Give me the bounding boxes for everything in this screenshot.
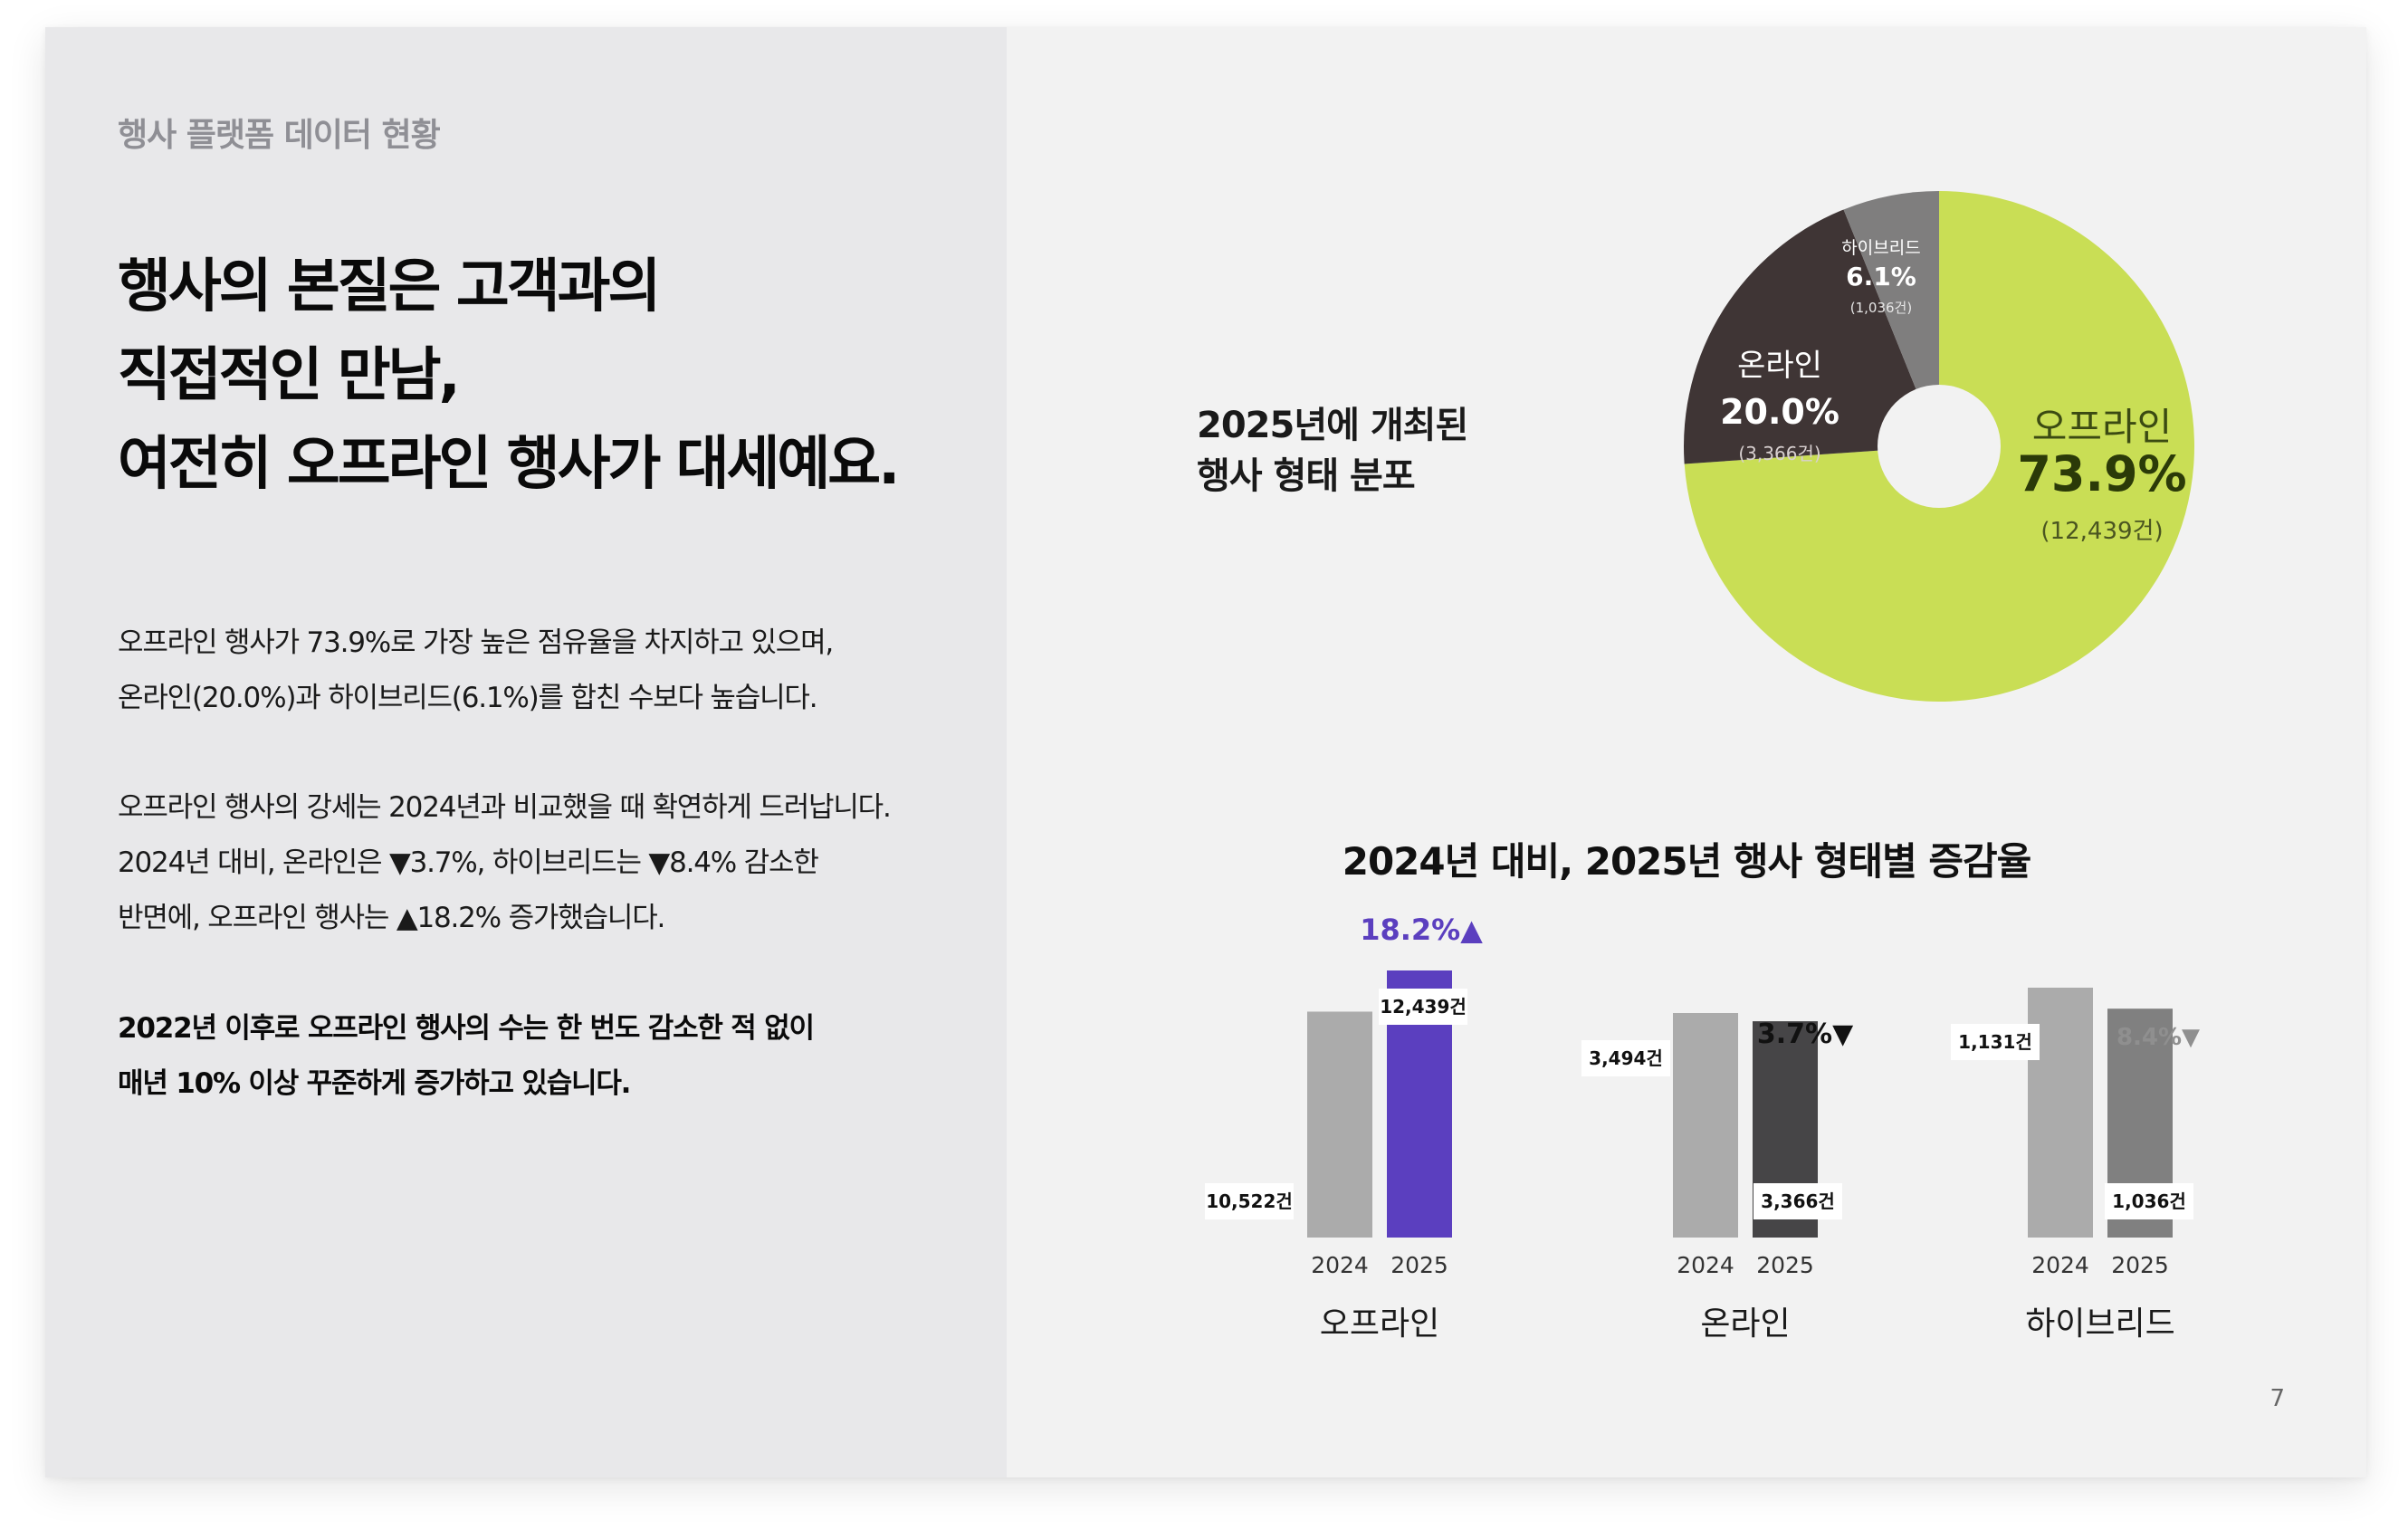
donut-hole — [1878, 385, 2001, 508]
slice-percent-label: 73.9% — [2017, 445, 2186, 502]
paragraph-line: 반면에, 오프라인 행사는 ▲18.2% 증가했습니다. — [118, 902, 665, 934]
value-label: 3,366건 — [1761, 1190, 1835, 1212]
value-label-box — [1379, 989, 1467, 1025]
section-label: 행사 플랫폼 데이터 현황 — [118, 117, 441, 154]
value-label-box — [2105, 1183, 2193, 1219]
paragraph-trend: 2022년 이후로 오프라인 행사의 수는 한 번도 감소한 적 없이 매년 1… — [118, 1001, 987, 1112]
paragraph-line: 매년 10% 이상 꾸준하게 증가하고 있습니다. — [118, 1067, 631, 1100]
value-label: 1,036건 — [2112, 1190, 2186, 1212]
value-label: 12,439건 — [1380, 996, 1467, 1018]
change-label: 3.7%▼ — [1757, 1018, 1853, 1050]
pie-title-line: 2025년에 개최된 — [1197, 405, 1468, 446]
change-label: 18.2%▲ — [1360, 913, 1483, 947]
x-tick-label: 2025 — [2111, 1252, 2169, 1278]
paragraph-share: 오프라인 행사가 73.9%로 가장 높은 점유율을 차지하고 있으며, 온라인… — [118, 616, 987, 726]
slide-page: 행사 플랫폼 데이터 현황 행사의 본질은 고객과의 직접적인 만남, 여전히 … — [45, 27, 2366, 1477]
x-tick-label: 2025 — [1756, 1252, 1814, 1278]
paragraph-comparison: 오프라인 행사의 강세는 2024년과 비교했을 때 확연하게 드러납니다. 2… — [118, 780, 987, 946]
x-tick-label: 2024 — [1677, 1252, 1734, 1278]
paragraph-line: 2022년 이후로 오프라인 행사의 수는 한 번도 감소한 적 없이 — [118, 1012, 815, 1045]
pie-slice — [1843, 191, 1939, 446]
bar-2024 — [1673, 1013, 1738, 1238]
right-chart-panel: 2025년에 개최된 행사 형태 분포 2024년 대비, 2025년 행사 형… — [1007, 27, 2366, 1477]
group-label: 온라인 — [1700, 1305, 1790, 1343]
group-label: 오프라인 — [1320, 1305, 1439, 1343]
paragraph-line: 오프라인 행사의 강세는 2024년과 비교했을 때 확연하게 드러납니다. — [118, 791, 892, 824]
slice-name-label: 하이브리드 — [1841, 238, 1920, 258]
pie-chart-title: 2025년에 개최된 행사 형태 분포 — [1197, 400, 1468, 502]
value-label-box — [1753, 1183, 1842, 1219]
slice-name-label: 오프라인 — [2032, 405, 2173, 449]
headline-line: 행사의 본질은 고객과의 — [118, 253, 661, 320]
change-label: 8.4%▼ — [2117, 1024, 2200, 1051]
paragraph-line: 2024년 대비, 온라인은 ▼3.7%, 하이브리드는 ▼8.4% 감소한 — [118, 846, 819, 879]
charts-svg: 오프라인73.9%(12,439건)온라인20.0%(3,366건)하이브리드6… — [1205, 191, 2200, 1343]
left-text-panel: 행사 플랫폼 데이터 현황 행사의 본질은 고객과의 직접적인 만남, 여전히 … — [45, 27, 1007, 1477]
headline: 행사의 본질은 고객과의 직접적인 만남, 여전히 오프라인 행사가 대세예요. — [118, 243, 987, 509]
paragraph-line: 오프라인 행사가 73.9%로 가장 높은 점유율을 차지하고 있으며, — [118, 626, 834, 659]
value-label: 1,131건 — [1958, 1031, 2032, 1053]
x-tick-label: 2025 — [1390, 1252, 1448, 1278]
slice-count-label: (3,366건) — [1738, 443, 1820, 464]
bar-chart-title: 2024년 대비, 2025년 행사 형태별 증감율 — [1342, 839, 2032, 884]
x-tick-label: 2024 — [2031, 1252, 2089, 1278]
bar-2024 — [1307, 1011, 1372, 1238]
group-label: 하이브리드 — [2025, 1305, 2175, 1343]
pie-slice — [1684, 209, 1939, 464]
value-label: 10,522건 — [1206, 1190, 1293, 1212]
value-label-box — [1581, 1040, 1670, 1076]
slice-count-label: (12,439건) — [2040, 518, 2163, 545]
slice-percent-label: 6.1% — [1846, 262, 1916, 292]
page-number: 7 — [2269, 1385, 2285, 1412]
slice-count-label: (1,036건) — [1850, 300, 1912, 316]
pie-title-line: 행사 형태 분포 — [1197, 455, 1416, 497]
value-label-box — [1205, 1183, 1294, 1219]
x-tick-label: 2024 — [1311, 1252, 1369, 1278]
value-label: 3,494건 — [1589, 1047, 1663, 1069]
slice-percent-label: 20.0% — [1720, 392, 1839, 432]
paragraph-line: 온라인(20.0%)과 하이브리드(6.1%)를 합친 수보다 높습니다. — [118, 682, 818, 714]
headline-line: 직접적인 만남, — [118, 342, 461, 409]
value-label-box — [1951, 1024, 2040, 1060]
headline-line: 여전히 오프라인 행사가 대세예요. — [118, 431, 900, 498]
slice-name-label: 온라인 — [1737, 348, 1822, 384]
